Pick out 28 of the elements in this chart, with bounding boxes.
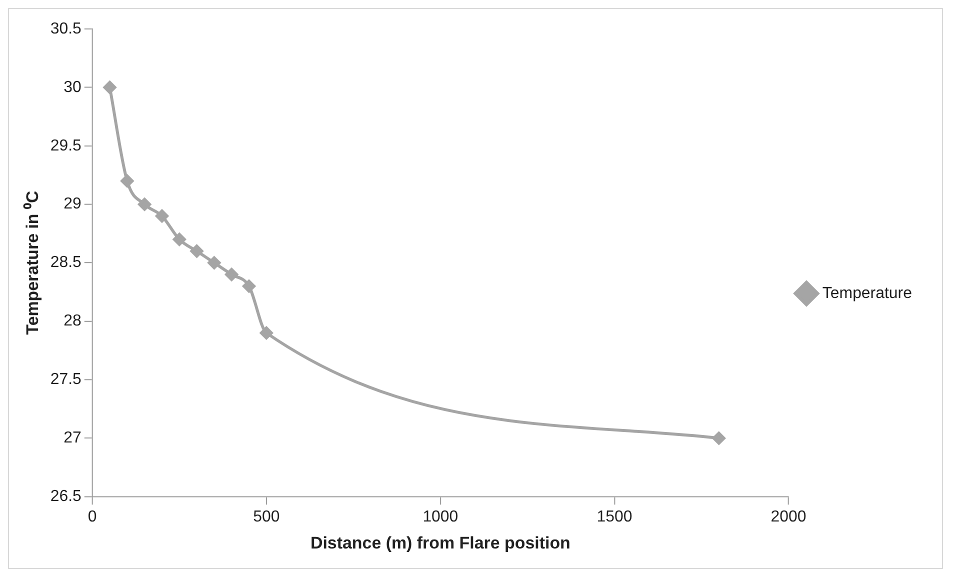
point (260, 326, 273, 340)
x-tick-label: 0 (88, 508, 97, 526)
x-tick-label: 1000 (422, 508, 458, 526)
y-tick-label: 28.5 (50, 254, 82, 272)
x-axis-title: Distance (m) from Flare position (310, 534, 570, 553)
y-tick-label: 27 (64, 430, 82, 447)
point (120, 174, 134, 188)
y-tick-label: 27.5 (50, 371, 82, 388)
point (208, 256, 221, 270)
x-tick-label: 2000 (770, 508, 806, 526)
point (172, 232, 186, 246)
point (190, 244, 204, 258)
point (712, 432, 726, 445)
point (103, 80, 116, 94)
y-tick-label: 28 (64, 312, 82, 330)
x-tick-label: 1500 (596, 508, 632, 526)
legend-label: Temperature (822, 284, 912, 302)
point (155, 210, 168, 222)
point (225, 268, 238, 281)
y-axis-title: Temperature in ⁰C (22, 190, 42, 335)
y-tick-label: 30 (64, 78, 82, 96)
point (242, 280, 256, 293)
point (138, 198, 152, 211)
x-tick-label: 500 (253, 508, 280, 526)
y-tick-label: 29 (64, 196, 82, 213)
y-tick-label: 30.5 (50, 20, 82, 38)
y-tick-label: 26.5 (50, 488, 82, 506)
y-tick-label: 29.5 (50, 137, 82, 154)
